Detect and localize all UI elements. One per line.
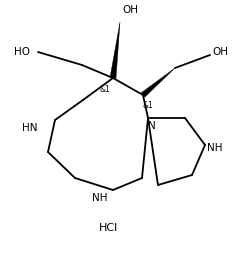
Text: NH: NH [207,143,223,153]
Text: OH: OH [122,5,138,15]
Text: N: N [148,121,156,131]
Text: NH: NH [92,193,108,203]
Text: &1: &1 [143,101,153,109]
Text: OH: OH [212,47,228,57]
Text: &1: &1 [100,86,110,94]
Text: HN: HN [22,123,38,133]
Polygon shape [110,22,120,78]
Text: HCl: HCl [98,223,118,233]
Polygon shape [141,68,175,97]
Text: HO: HO [14,47,30,57]
